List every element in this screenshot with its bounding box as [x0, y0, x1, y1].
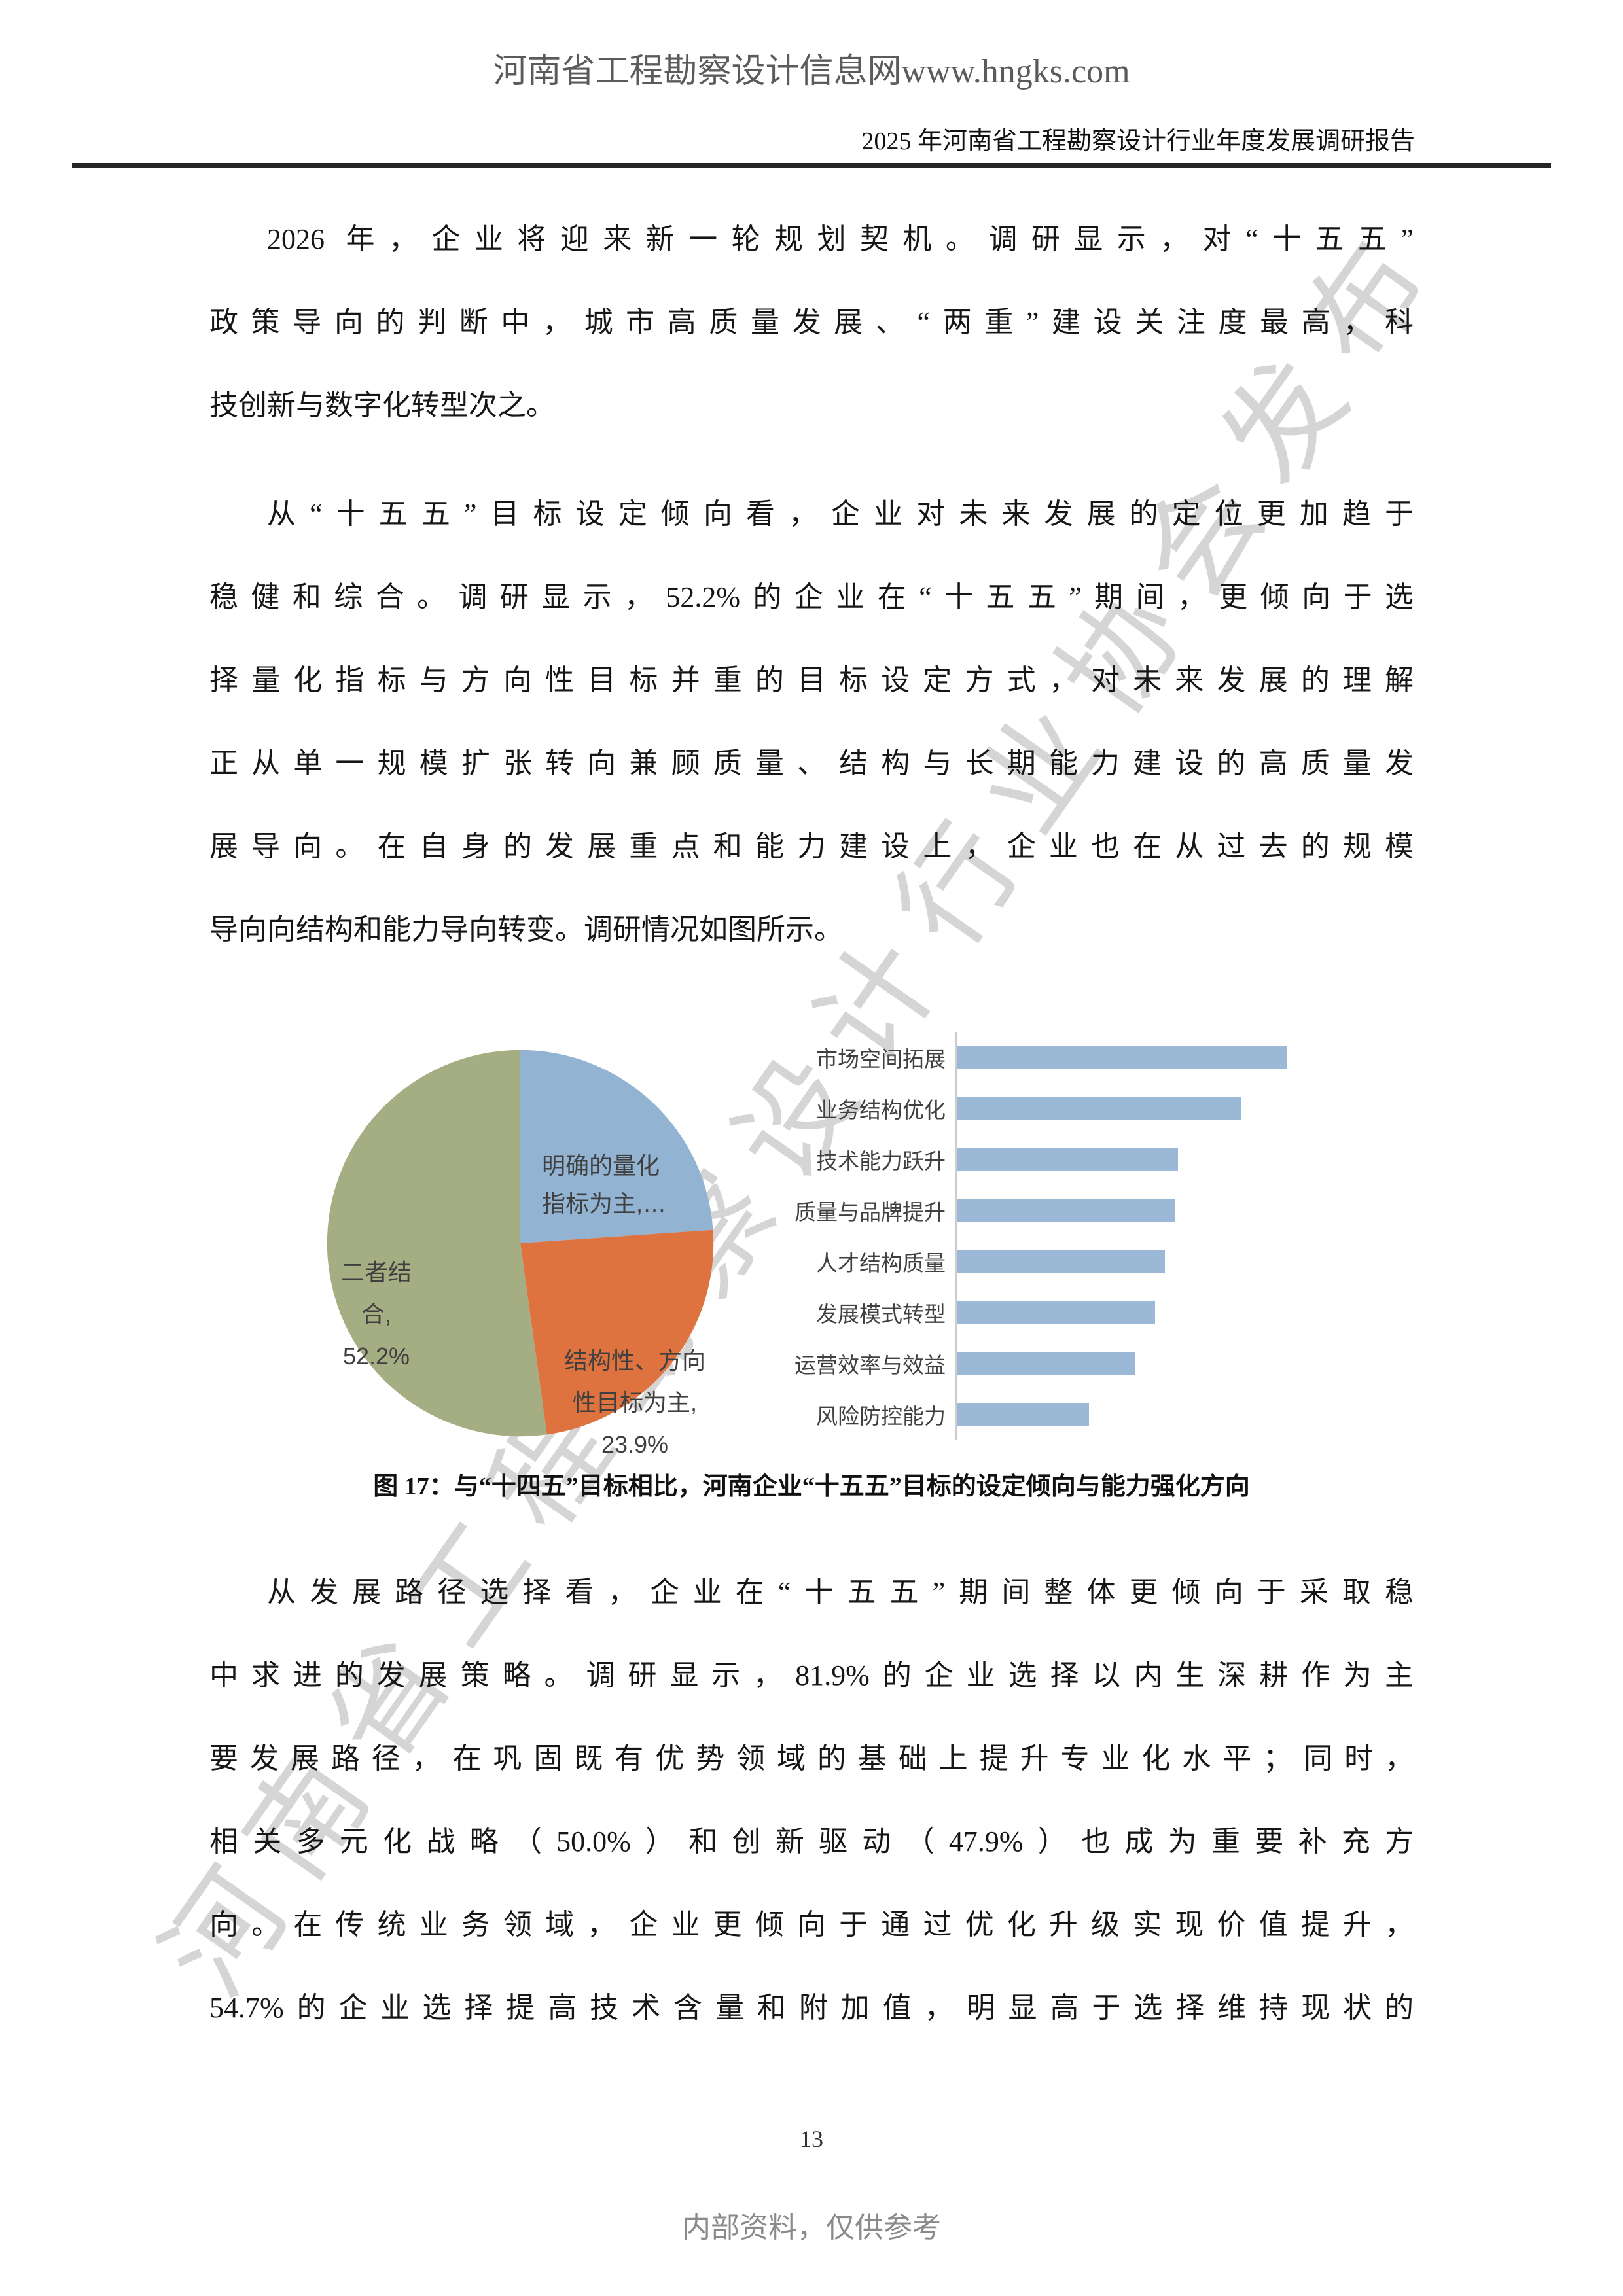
pie-label-structural: 结构性、方向 性目标为主, 23.9% — [537, 1340, 733, 1466]
bar — [957, 1403, 1089, 1426]
body-line: 正从单一规模扩张转向兼顾质量、结构与长期能力建设的高质量发 — [209, 747, 1414, 779]
body-line: 展导向。在自身的发展重点和能力建设上，企业也在从过去的规模 — [209, 830, 1414, 862]
bar-track — [955, 1134, 1433, 1185]
pie-label-line: 23.9% — [601, 1431, 669, 1458]
bar-category-label: 运营效率与效益 — [794, 1353, 946, 1377]
body-line: 从发展路径选择看，企业在“十五五”期间整体更倾向于采取稳 — [267, 1576, 1414, 1608]
header-site-title: 河南省工程勘察设计信息网www.hngks.com — [493, 53, 1130, 90]
pie-slice-structural — [520, 1229, 714, 1435]
figure-17: 明确的量化 指标为主,… 二者结 合, 52.2% 结构性、方向 性目标为主, … — [281, 1024, 1433, 1475]
bar-row: 技术能力跃升 — [753, 1134, 1433, 1185]
bar-row: 市场空间拓展 — [753, 1032, 1433, 1083]
footer-note: 内部资料，仅供参考 — [682, 2212, 941, 2244]
body-line: 54.7%的企业选择提高技术含量和附加值，明显高于选择维持现状的 — [209, 1992, 1414, 2024]
bar-track — [955, 1389, 1433, 1440]
bar — [957, 1199, 1175, 1222]
bar — [957, 1046, 1287, 1069]
bar-chart-rows: 市场空间拓展 业务结构优化 技术能力跃升质量与品牌提升人才结构质量 发展模式转型运营效… — [753, 1032, 1433, 1440]
bar-category-label: 风险防控能力 — [816, 1404, 946, 1428]
pie-label-line: 指标为主,… — [542, 1190, 667, 1217]
body-line: 技创新与数字化转型次之。 — [209, 389, 555, 421]
figure-caption: 图 17：与“十四五”目标相比，河南企业“十五五”目标的设定倾向与能力强化方向 — [373, 1473, 1250, 1500]
bar — [957, 1352, 1135, 1375]
paragraph-1: 2026 年，企业将迎来新一轮规划契机。调研显示，对“十五五” 政策导向的判断中… — [209, 198, 1414, 447]
bar-track — [955, 1338, 1433, 1389]
bar — [957, 1301, 1155, 1324]
pie-slice-quantitative — [520, 1050, 713, 1243]
bar-track — [955, 1083, 1433, 1134]
bar-row: 发展模式转型 — [753, 1287, 1433, 1338]
bar — [957, 1148, 1179, 1171]
bar-track — [955, 1185, 1433, 1236]
bar-chart: 市场空间拓展 业务结构优化 技术能力跃升质量与品牌提升人才结构质量 发展模式转型运营效… — [753, 1032, 1433, 1440]
pie-slice-combined — [327, 1050, 547, 1437]
pie-label-quantitative: 明确的量化 指标为主,… — [542, 1147, 666, 1223]
bar — [957, 1097, 1241, 1120]
header-report-title: 2025 年河南省工程勘察设计行业年度发展调研报告 — [861, 128, 1415, 155]
paragraph-2: 从“十五五”目标设定倾向看，企业对未来发展的定位更加趋于 稳健和综合。调研显示，… — [209, 472, 1414, 971]
pie-label-line: 结构性、方向 — [563, 1347, 705, 1374]
bar-row: 业务结构优化 — [753, 1083, 1433, 1134]
bar-category-label: 质量与品牌提升 — [794, 1200, 946, 1224]
body-line: 政策导向的判断中，城市高质量发展、“两重”建设关注度最高，科 — [209, 306, 1414, 338]
pie-label-line: 明确的量化 — [542, 1152, 660, 1179]
bar-track — [955, 1032, 1433, 1083]
pie-label-line: 二者结 — [340, 1259, 412, 1286]
bar-category-label: 业务结构优化 — [816, 1098, 946, 1122]
pie-chart — [327, 1050, 714, 1437]
bar-category-label: 技术能力跃升 — [816, 1149, 946, 1173]
body-line: 稳健和综合。调研显示，52.2%的企业在“十五五”期间，更倾向于选 — [209, 581, 1414, 613]
body-line: 要发展路径，在巩固既有优势领域的基础上提升专业化水平；同时， — [209, 1742, 1414, 1775]
bar-category-label: 人才结构质量 — [816, 1251, 946, 1275]
bar-category-label: 发展模式转型 — [816, 1302, 946, 1326]
bar-row: 质量与品牌提升 — [753, 1185, 1433, 1236]
bar-row: 风险防控能力 — [753, 1389, 1433, 1440]
body-line: 相关多元化战略（50.0%）和创新驱动（47.9%）也成为重要补充方 — [209, 1826, 1414, 1858]
body-line: 2026 年，企业将迎来新一轮规划契机。调研显示，对“十五五” — [267, 223, 1414, 255]
body-line: 择量化指标与方向性目标并重的目标设定方式，对未来发展的理解 — [209, 664, 1414, 696]
body-line: 导向向结构和能力导向转变。调研情况如图所示。 — [209, 913, 843, 945]
bar-row: 运营效率与效益 — [753, 1338, 1433, 1389]
page-number: 13 — [800, 2126, 823, 2152]
pie-label-combined: 二者结 合, 52.2% — [311, 1252, 442, 1377]
bar — [957, 1250, 1166, 1273]
pie-label-line: 性目标为主, — [572, 1389, 697, 1416]
body-line: 中求进的发展策略。调研显示，81.9%的企业选择以内生深耕作为主 — [209, 1659, 1414, 1691]
pie-label-line: 合, — [361, 1301, 391, 1328]
bar-category-label: 市场空间拓展 — [816, 1047, 946, 1071]
pie-label-line: 52.2% — [342, 1343, 410, 1369]
bar-track — [955, 1287, 1433, 1338]
paragraph-3: 从发展路径选择看，企业在“十五五”期间整体更倾向于采取稳 中求进的发展策略。调研… — [209, 1551, 1414, 2049]
bar-track — [955, 1236, 1433, 1287]
body-line: 从“十五五”目标设定倾向看，企业对未来发展的定位更加趋于 — [267, 498, 1414, 530]
body-line: 向。在传统业务领域，企业更倾向于通过优化升级实现价值提升， — [209, 1909, 1414, 1941]
bar-row: 人才结构质量 — [753, 1236, 1433, 1287]
header-rule — [72, 163, 1551, 168]
